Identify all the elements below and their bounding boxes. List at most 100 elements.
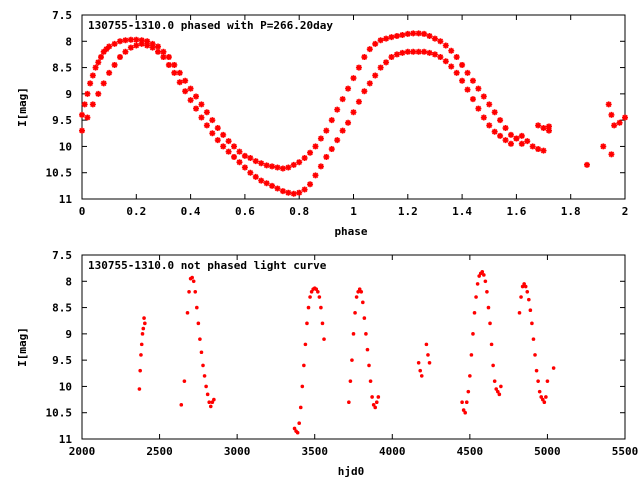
x-tick-label: 4500: [457, 445, 484, 458]
data-point: [300, 384, 305, 389]
data-point: [453, 69, 460, 76]
data-point: [187, 97, 194, 104]
data-point: [399, 31, 406, 38]
data-point: [370, 395, 374, 399]
data-point: [491, 128, 498, 135]
data-point: [426, 353, 430, 357]
data-point: [297, 421, 302, 426]
data-point: [208, 404, 213, 409]
data-points: [79, 30, 628, 197]
x-tick-label: 1.2: [398, 205, 418, 218]
data-point: [469, 96, 476, 103]
data-point: [502, 137, 509, 144]
data-point: [201, 363, 205, 368]
data-point: [353, 311, 357, 315]
data-point: [149, 40, 156, 47]
y-tick-label: 8: [65, 35, 72, 48]
data-point: [464, 400, 469, 405]
data-point: [480, 270, 485, 274]
data-point: [231, 153, 238, 160]
data-point: [196, 321, 201, 326]
x-axis-label: phase: [334, 225, 367, 238]
data-point: [373, 405, 378, 410]
y-tick-label: 9: [65, 328, 72, 341]
data-point: [127, 44, 134, 51]
y-tick-label: 11: [59, 193, 73, 206]
data-point: [303, 342, 308, 347]
data-point: [365, 347, 370, 352]
data-point: [203, 109, 210, 116]
data-point: [171, 61, 178, 68]
data-point: [608, 111, 615, 118]
data-point: [486, 305, 491, 310]
data-point: [305, 321, 309, 326]
data-point: [605, 101, 612, 108]
data-point: [494, 387, 499, 391]
data-point: [334, 137, 341, 144]
data-point: [431, 51, 438, 58]
data-point: [527, 297, 531, 302]
y-tick-label: 10: [59, 140, 72, 153]
data-point: [290, 161, 297, 168]
data-point: [140, 332, 145, 336]
data-point: [179, 403, 184, 407]
data-point: [191, 279, 196, 284]
data-point: [301, 186, 308, 193]
data-point: [355, 64, 362, 71]
data-point: [141, 326, 146, 331]
data-point: [583, 161, 590, 168]
data-point: [144, 42, 151, 49]
data-point: [339, 127, 346, 134]
data-point: [404, 48, 411, 55]
data-point: [374, 400, 379, 405]
data-point: [155, 48, 162, 55]
x-tick-label: 0.2: [126, 205, 146, 218]
data-point: [531, 337, 536, 341]
data-point: [296, 159, 303, 166]
tick-group: 2000 2500 3000 3500 4000 4500 5000 5500 7.5 8 8.5 9…: [46, 249, 639, 458]
data-point: [323, 127, 330, 134]
data-point: [274, 185, 281, 192]
x-tick-label: 0.8: [289, 205, 309, 218]
data-point: [323, 153, 330, 160]
data-point: [471, 332, 475, 336]
data-point: [258, 160, 265, 167]
data-point: [376, 395, 381, 399]
data-point: [351, 332, 356, 336]
data-point: [252, 158, 259, 165]
data-point: [199, 350, 204, 355]
data-point: [79, 111, 85, 118]
data-point: [520, 284, 525, 289]
data-point: [404, 30, 411, 37]
data-point: [364, 332, 368, 336]
data-point: [482, 273, 486, 277]
data-point: [139, 353, 143, 357]
data-point: [475, 282, 480, 286]
data-point: [285, 189, 292, 196]
data-point: [302, 363, 306, 368]
x-tick-label: 3500: [301, 445, 328, 458]
data-point: [524, 138, 531, 145]
data-point: [193, 290, 198, 294]
data-point: [361, 300, 365, 305]
data-point: [534, 368, 539, 373]
data-points: [137, 270, 556, 435]
data-point: [98, 54, 105, 61]
data-point: [622, 114, 628, 121]
data-point: [89, 72, 96, 79]
data-point: [165, 61, 172, 68]
data-point: [474, 295, 478, 299]
data-point: [279, 165, 286, 172]
data-point: [241, 164, 248, 171]
unphased-light-curve-panel: 130755-1310.0 not phased light curve hjd…: [16, 249, 638, 478]
data-point: [322, 337, 326, 341]
data-point: [202, 374, 207, 378]
data-point: [298, 405, 303, 410]
tick-group: 0 0.2 0.4 0.6 0.8 1 1.2 1.4 1.6 1.8 2 7.5 8 8.5 9 9.5 10…: [46, 9, 629, 218]
data-point: [540, 125, 547, 132]
data-point: [81, 101, 88, 108]
data-point: [492, 379, 497, 383]
data-point: [472, 311, 477, 315]
data-point: [312, 172, 319, 179]
x-tick-label: 2000: [69, 445, 96, 458]
